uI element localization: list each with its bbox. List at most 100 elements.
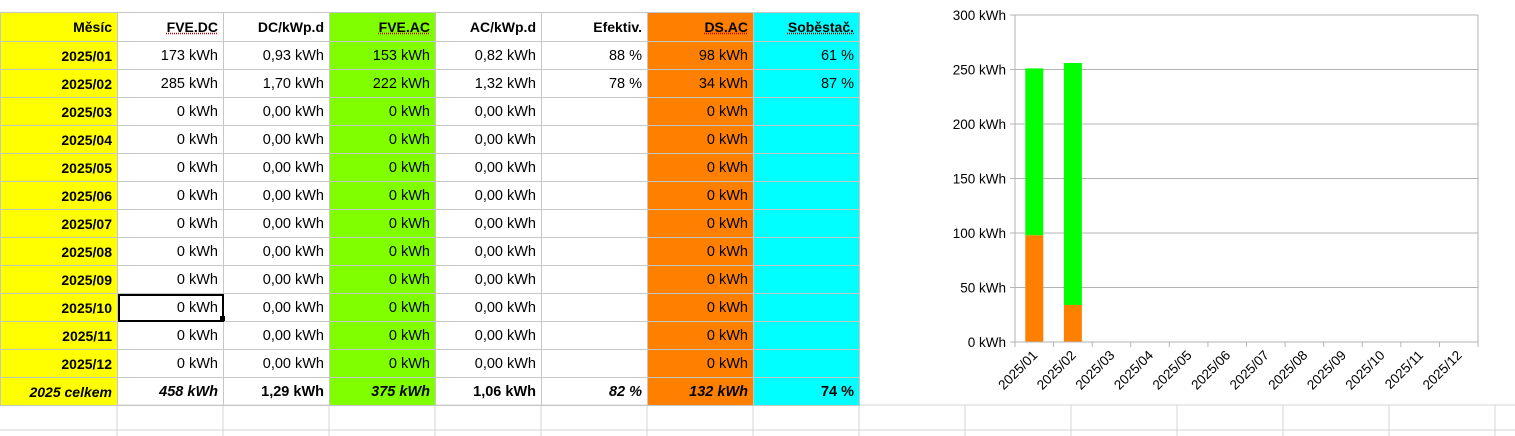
cell-ac-kwp-d[interactable]: 1,06 kWh (435, 377, 542, 406)
header-cell-ds-ac[interactable]: DS.AC (647, 12, 754, 42)
cell-dc-kwp-d[interactable]: 0,00 kWh (223, 265, 330, 294)
cell-ac-kwp-d[interactable]: 0,00 kWh (435, 153, 542, 182)
cell-fve-dc[interactable]: 0 kWh (117, 153, 224, 182)
cell-fve-dc[interactable]: 0 kWh (117, 265, 224, 294)
cell-ds-ac[interactable]: 0 kWh (647, 209, 754, 238)
cell-ds-ac[interactable]: 0 kWh (647, 349, 754, 378)
cell-dc-kwp-d[interactable]: 0,00 kWh (223, 237, 330, 266)
cell-ac-kwp-d[interactable]: 0,00 kWh (435, 293, 542, 322)
cell-ds-ac[interactable]: 34 kWh (647, 69, 754, 98)
cell-ds-ac[interactable]: 0 kWh (647, 237, 754, 266)
cell-month[interactable]: 2025/12 (0, 349, 118, 378)
cell-fve-dc[interactable]: 0 kWh (117, 237, 224, 266)
cell-fve-ac[interactable]: 153 kWh (329, 41, 436, 70)
cell-ac-kwp-d[interactable]: 0,00 kWh (435, 321, 542, 350)
cell-fve-dc[interactable]: 0 kWh (117, 349, 224, 378)
cell-sobestac[interactable] (753, 293, 860, 322)
cell-efektiv[interactable]: 78 % (541, 69, 648, 98)
cell-fve-ac[interactable]: 0 kWh (329, 237, 436, 266)
header-cell-fve-ac[interactable]: FVE.AC (329, 12, 436, 42)
cell-fve-ac[interactable]: 0 kWh (329, 181, 436, 210)
cell-efektiv[interactable] (541, 349, 648, 378)
cell-ds-ac[interactable]: 0 kWh (647, 181, 754, 210)
cell-ac-kwp-d[interactable]: 0,00 kWh (435, 265, 542, 294)
cell-fve-ac[interactable]: 0 kWh (329, 349, 436, 378)
cell-ac-kwp-d[interactable]: 0,00 kWh (435, 125, 542, 154)
cell-fve-dc[interactable]: 0 kWh (117, 97, 224, 126)
cell-sobestac[interactable] (753, 321, 860, 350)
cell-fve-ac[interactable]: 0 kWh (329, 153, 436, 182)
cell-efektiv[interactable] (541, 265, 648, 294)
header-cell-ac-kwp-d[interactable]: AC/kWp.d (435, 12, 542, 42)
cell-month[interactable]: 2025/10 (0, 293, 118, 322)
cell-dc-kwp-d[interactable]: 1,29 kWh (223, 377, 330, 406)
cell-efektiv[interactable] (541, 237, 648, 266)
cell-dc-kwp-d[interactable]: 0,00 kWh (223, 321, 330, 350)
cell-fve-ac[interactable]: 0 kWh (329, 293, 436, 322)
cell-ds-ac[interactable]: 0 kWh (647, 153, 754, 182)
cell-month[interactable]: 2025/09 (0, 265, 118, 294)
cell-ds-ac[interactable]: 0 kWh (647, 97, 754, 126)
cell-fve-dc[interactable]: 285 kWh (117, 69, 224, 98)
cell-ac-kwp-d[interactable]: 0,00 kWh (435, 97, 542, 126)
cell-dc-kwp-d[interactable]: 0,00 kWh (223, 181, 330, 210)
header-cell-sobestac[interactable]: Soběstač. (753, 12, 860, 42)
cell-month[interactable]: 2025/01 (0, 41, 118, 70)
cell-sobestac[interactable] (753, 181, 860, 210)
cell-dc-kwp-d[interactable]: 0,00 kWh (223, 97, 330, 126)
cell-fve-ac[interactable]: 0 kWh (329, 209, 436, 238)
cell-dc-kwp-d[interactable]: 1,70 kWh (223, 69, 330, 98)
cell-sobestac[interactable] (753, 349, 860, 378)
cell-ds-ac[interactable]: 0 kWh (647, 265, 754, 294)
cell-efektiv[interactable] (541, 321, 648, 350)
cell-ac-kwp-d[interactable]: 0,00 kWh (435, 209, 542, 238)
cell-dc-kwp-d[interactable]: 0,00 kWh (223, 125, 330, 154)
cell-sobestac[interactable] (753, 265, 860, 294)
cell-month[interactable]: 2025/04 (0, 125, 118, 154)
cell-ac-kwp-d[interactable]: 1,32 kWh (435, 69, 542, 98)
cell-fve-ac[interactable]: 0 kWh (329, 97, 436, 126)
cell-efektiv[interactable] (541, 125, 648, 154)
cell-dc-kwp-d[interactable]: 0,00 kWh (223, 349, 330, 378)
cell-month[interactable]: 2025/06 (0, 181, 118, 210)
cell-fve-dc[interactable]: 458 kWh (117, 377, 224, 406)
cell-efektiv[interactable] (541, 181, 648, 210)
cell-ac-kwp-d[interactable]: 0,00 kWh (435, 349, 542, 378)
cell-efektiv[interactable] (541, 97, 648, 126)
cell-sobestac[interactable]: 74 % (753, 377, 860, 406)
cell-sobestac[interactable] (753, 97, 860, 126)
cell-ac-kwp-d[interactable]: 0,00 kWh (435, 237, 542, 266)
cell-ds-ac[interactable]: 98 kWh (647, 41, 754, 70)
header-cell-fve-dc[interactable]: FVE.DC (117, 12, 224, 42)
cell-efektiv[interactable]: 82 % (541, 377, 648, 406)
cell-ac-kwp-d[interactable]: 0,00 kWh (435, 181, 542, 210)
header-cell-efektiv[interactable]: Efektiv. (541, 12, 648, 42)
cell-month[interactable]: 2025/08 (0, 237, 118, 266)
cell-ac-kwp-d[interactable]: 0,82 kWh (435, 41, 542, 70)
cell-dc-kwp-d[interactable]: 0,00 kWh (223, 293, 330, 322)
cell-month[interactable]: 2025 celkem (0, 377, 118, 406)
cell-sobestac[interactable] (753, 125, 860, 154)
cell-efektiv[interactable]: 88 % (541, 41, 648, 70)
cell-dc-kwp-d[interactable]: 0,00 kWh (223, 209, 330, 238)
fill-handle[interactable] (220, 316, 225, 321)
cell-sobestac[interactable] (753, 237, 860, 266)
cell-fve-ac[interactable]: 0 kWh (329, 125, 436, 154)
cell-month[interactable]: 2025/07 (0, 209, 118, 238)
cell-fve-dc[interactable]: 0 kWh (117, 181, 224, 210)
cell-ds-ac[interactable]: 132 kWh (647, 377, 754, 406)
cell-sobestac[interactable] (753, 153, 860, 182)
cell-sobestac[interactable]: 61 % (753, 41, 860, 70)
cell-fve-ac[interactable]: 0 kWh (329, 321, 436, 350)
cell-sobestac[interactable]: 87 % (753, 69, 860, 98)
cell-fve-dc[interactable]: 0 kWh (117, 293, 224, 322)
cell-sobestac[interactable] (753, 209, 860, 238)
cell-fve-dc[interactable]: 0 kWh (117, 321, 224, 350)
cell-fve-dc[interactable]: 173 kWh (117, 41, 224, 70)
header-cell-month[interactable]: Měsíc (0, 12, 118, 42)
cell-month[interactable]: 2025/02 (0, 69, 118, 98)
cell-efektiv[interactable] (541, 293, 648, 322)
cell-month[interactable]: 2025/11 (0, 321, 118, 350)
cell-dc-kwp-d[interactable]: 0,93 kWh (223, 41, 330, 70)
cell-efektiv[interactable] (541, 153, 648, 182)
